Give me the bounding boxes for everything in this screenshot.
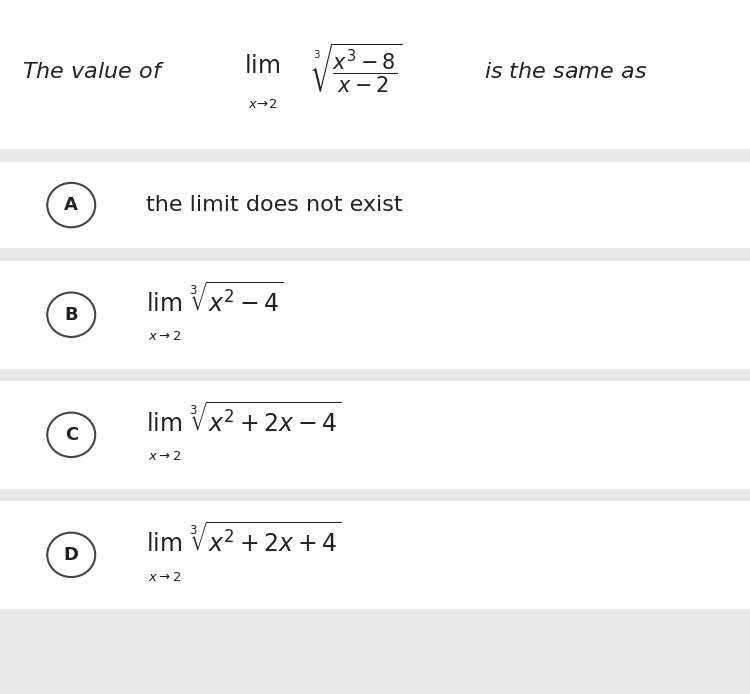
FancyBboxPatch shape	[118, 386, 403, 484]
Text: B: B	[64, 306, 78, 323]
Text: C: C	[64, 426, 78, 443]
Circle shape	[47, 183, 95, 228]
Circle shape	[47, 533, 95, 577]
Text: $\mathrm{lim}\ \sqrt[3]{x^2+2x-4}$: $\mathrm{lim}\ \sqrt[3]{x^2+2x-4}$	[146, 402, 342, 437]
FancyBboxPatch shape	[118, 506, 403, 604]
Circle shape	[47, 293, 95, 337]
FancyBboxPatch shape	[0, 0, 750, 149]
Text: $\mathrm{lim}\ \sqrt[3]{x^2+2x+4}$: $\mathrm{lim}\ \sqrt[3]{x^2+2x+4}$	[146, 522, 342, 557]
Text: $\mathit{The\ value\ of}$: $\mathit{The\ value\ of}$	[22, 62, 165, 82]
FancyBboxPatch shape	[0, 381, 750, 489]
Text: $\mathrm{lim}\ \sqrt[3]{x^2-4}$: $\mathrm{lim}\ \sqrt[3]{x^2-4}$	[146, 282, 284, 317]
FancyBboxPatch shape	[118, 266, 403, 364]
Text: $x \rightarrow 2$: $x \rightarrow 2$	[148, 450, 182, 464]
FancyBboxPatch shape	[0, 261, 750, 369]
Text: D: D	[64, 546, 79, 564]
Circle shape	[47, 412, 95, 457]
Text: $\mathit{is\ the\ same\ as}$: $\mathit{is\ the\ same\ as}$	[484, 62, 647, 82]
Text: $x \!\rightarrow\! 2$: $x \!\rightarrow\! 2$	[248, 99, 277, 112]
FancyBboxPatch shape	[0, 162, 750, 248]
Text: $\mathrm{lim}$: $\mathrm{lim}$	[244, 54, 280, 78]
FancyBboxPatch shape	[0, 501, 750, 609]
Text: the limit does not exist: the limit does not exist	[146, 195, 403, 215]
Text: $\sqrt[3]{\dfrac{x^3-8}{x-2}}$: $\sqrt[3]{\dfrac{x^3-8}{x-2}}$	[311, 42, 403, 95]
Text: $x \rightarrow 2$: $x \rightarrow 2$	[148, 570, 182, 584]
Text: A: A	[64, 196, 78, 214]
Text: $x \rightarrow 2$: $x \rightarrow 2$	[148, 330, 182, 344]
